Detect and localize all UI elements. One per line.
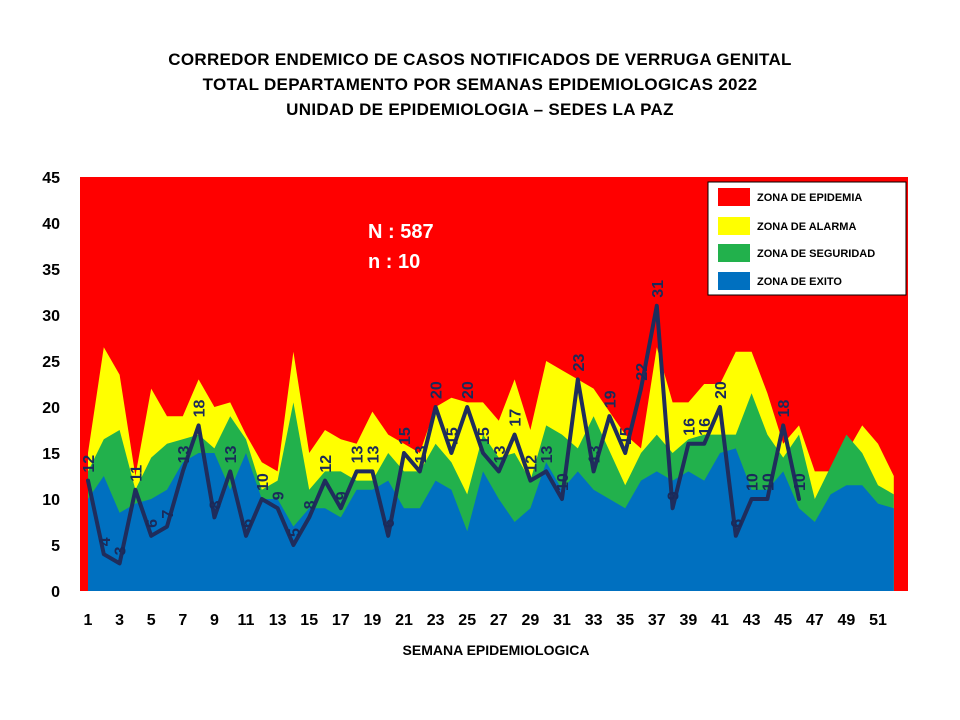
data-label: 13 bbox=[587, 446, 604, 464]
data-label: 9 bbox=[271, 491, 288, 500]
data-label: 3 bbox=[113, 546, 130, 555]
data-label: 15 bbox=[476, 427, 493, 445]
x-tick-label: 39 bbox=[680, 612, 698, 629]
data-label: 12 bbox=[318, 455, 335, 473]
cases-line bbox=[86, 303, 801, 566]
chart-title-line-2: TOTAL DEPARTAMENTO POR SEMANAS EPIDEMIOL… bbox=[202, 75, 758, 94]
x-tick-label: 15 bbox=[300, 612, 318, 629]
x-tick-label: 23 bbox=[427, 612, 445, 629]
zona-exito-area bbox=[88, 448, 894, 591]
data-label: 6 bbox=[144, 519, 161, 528]
data-label: 9 bbox=[666, 491, 683, 500]
x-tick-label: 11 bbox=[238, 612, 255, 629]
data-label: 19 bbox=[602, 390, 619, 408]
legend-label: ZONA DE EPIDEMIA bbox=[757, 192, 862, 204]
x-tick-label: 47 bbox=[806, 612, 824, 629]
data-label: 13 bbox=[176, 446, 193, 464]
data-label: 10 bbox=[255, 473, 272, 491]
data-label: 6 bbox=[239, 519, 256, 528]
total-n-annotation: N : 587 bbox=[368, 221, 434, 243]
x-tick-label: 51 bbox=[869, 612, 887, 629]
data-label: 8 bbox=[302, 500, 319, 509]
x-tick-label: 17 bbox=[332, 612, 350, 629]
legend-label: ZONA DE EXITO bbox=[757, 276, 842, 288]
data-label: 20 bbox=[460, 381, 477, 399]
y-tick-label: 15 bbox=[42, 446, 60, 463]
y-tick-label: 20 bbox=[42, 400, 60, 417]
x-tick-label: 49 bbox=[838, 612, 856, 629]
data-label: 6 bbox=[381, 519, 398, 528]
x-tick-label: 1 bbox=[84, 612, 93, 629]
x-tick-label: 9 bbox=[210, 612, 219, 629]
data-label: 13 bbox=[223, 446, 240, 464]
data-label: 22 bbox=[634, 363, 651, 381]
data-label: 10 bbox=[555, 473, 572, 491]
data-label: 18 bbox=[192, 400, 209, 418]
data-label: 10 bbox=[745, 473, 762, 491]
x-tick-label: 29 bbox=[522, 612, 540, 629]
x-tick-label: 31 bbox=[553, 612, 571, 629]
x-tick-label: 3 bbox=[115, 612, 124, 629]
y-tick-label: 0 bbox=[51, 584, 60, 601]
legend-swatch bbox=[718, 217, 750, 235]
x-tick-label: 25 bbox=[458, 612, 476, 629]
x-tick-label: 43 bbox=[743, 612, 761, 629]
week-n-annotation: n : 10 bbox=[368, 251, 420, 273]
data-label: 13 bbox=[413, 446, 430, 464]
data-label: 4 bbox=[97, 537, 114, 546]
x-tick-label: 45 bbox=[774, 612, 792, 629]
y-tick-label: 45 bbox=[42, 170, 60, 187]
x-tick-label: 41 bbox=[711, 612, 729, 629]
chart-title-line-1: CORREDOR ENDEMICO DE CASOS NOTIFICADOS D… bbox=[168, 50, 792, 69]
data-label: 31 bbox=[650, 280, 667, 298]
x-tick-label: 33 bbox=[585, 612, 603, 629]
data-label: 15 bbox=[444, 427, 461, 445]
data-label: 15 bbox=[618, 427, 635, 445]
legend-swatch bbox=[718, 244, 750, 262]
x-tick-label: 27 bbox=[490, 612, 508, 629]
data-label: 9 bbox=[334, 491, 351, 500]
x-tick-label: 19 bbox=[364, 612, 382, 629]
data-label: 13 bbox=[365, 446, 382, 464]
data-label: 5 bbox=[286, 528, 303, 537]
x-tick-label: 13 bbox=[269, 612, 287, 629]
y-tick-label: 5 bbox=[51, 538, 60, 555]
legend-swatch bbox=[718, 272, 750, 290]
y-tick-label: 30 bbox=[42, 308, 60, 325]
data-label: 15 bbox=[397, 427, 414, 445]
x-tick-label: 7 bbox=[178, 612, 187, 629]
data-label: 10 bbox=[792, 473, 809, 491]
x-tick-label: 35 bbox=[616, 612, 634, 629]
data-label: 13 bbox=[350, 446, 367, 464]
y-tick-label: 40 bbox=[42, 216, 60, 233]
data-label: 16 bbox=[697, 418, 714, 436]
data-label: 11 bbox=[128, 465, 145, 482]
data-label: 17 bbox=[508, 409, 525, 427]
data-label: 6 bbox=[729, 519, 746, 528]
y-tick-label: 10 bbox=[42, 492, 60, 509]
x-tick-label: 5 bbox=[147, 612, 156, 629]
x-tick-label: 21 bbox=[395, 612, 413, 629]
y-tick-label: 25 bbox=[42, 354, 60, 371]
chart-title-line-3: UNIDAD DE EPIDEMIOLOGIA – SEDES LA PAZ bbox=[286, 100, 674, 119]
y-tick-label: 35 bbox=[42, 262, 60, 279]
data-label: 7 bbox=[160, 510, 177, 519]
data-label: 16 bbox=[681, 418, 698, 436]
x-axis-label: SEMANA EPIDEMIOLOGICA bbox=[403, 642, 590, 658]
x-tick-label: 37 bbox=[648, 612, 666, 629]
data-label: 12 bbox=[81, 455, 98, 473]
legend-label: ZONA DE SEGURIDAD bbox=[757, 248, 875, 260]
data-label: 23 bbox=[571, 354, 588, 372]
legend-swatch bbox=[718, 188, 750, 206]
data-label: 20 bbox=[713, 381, 730, 399]
legend-label: ZONA DE ALARMA bbox=[757, 221, 856, 233]
data-label: 13 bbox=[539, 446, 556, 464]
data-label: 10 bbox=[760, 473, 777, 491]
data-label: 12 bbox=[523, 455, 540, 473]
data-label: 13 bbox=[492, 446, 509, 464]
data-label: 20 bbox=[429, 381, 446, 399]
data-label: 8 bbox=[207, 500, 224, 509]
data-label: 18 bbox=[776, 400, 793, 418]
